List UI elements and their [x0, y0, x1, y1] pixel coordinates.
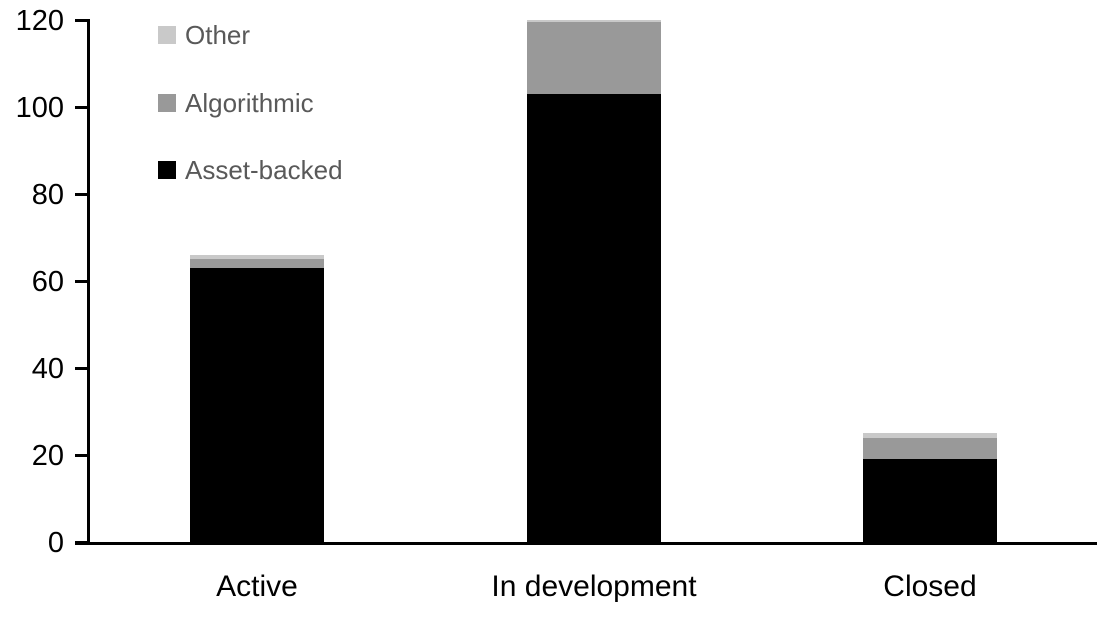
legend-swatch-algorithmic — [158, 94, 176, 112]
legend-swatch-other — [158, 26, 176, 44]
bar-stack-in-development — [527, 20, 661, 542]
bar-segment-asset-backed — [527, 93, 661, 542]
y-tick-mark — [75, 541, 89, 544]
bar-segment-other — [190, 254, 324, 260]
bar-segment-asset-backed — [190, 267, 324, 542]
legend-item-algorithmic: Algorithmic — [158, 87, 314, 119]
y-tick-label: 100 — [15, 92, 64, 124]
y-tick-mark — [75, 193, 89, 196]
y-tick-mark — [75, 106, 89, 109]
x-category-label-closed: Closed — [883, 570, 977, 603]
legend-label-asset-backed: Asset-backed — [185, 154, 343, 185]
legend-swatch-asset-backed — [158, 161, 176, 179]
y-tick-label: 60 — [31, 266, 64, 298]
legend-item-asset-backed: Asset-backed — [158, 154, 343, 186]
y-tick-mark — [75, 454, 89, 457]
bar-segment-algorithmic — [190, 259, 324, 268]
x-axis-line — [75, 542, 1097, 545]
bar-segment-asset-backed — [863, 459, 997, 542]
y-tick-label: 0 — [47, 527, 64, 559]
y-tick-mark — [75, 19, 89, 22]
y-tick-mark — [75, 367, 89, 370]
x-category-label-active: Active — [216, 570, 298, 603]
bar-stack-active — [190, 254, 324, 542]
y-tick-mark — [75, 280, 89, 283]
y-tick-label: 20 — [31, 440, 64, 472]
y-tick-label: 80 — [31, 179, 64, 211]
y-tick-label: 40 — [31, 353, 64, 385]
y-tick-label: 120 — [15, 5, 64, 37]
legend-label-other: Other — [185, 19, 251, 50]
bar-segment-other — [863, 433, 997, 438]
legend-label-algorithmic: Algorithmic — [185, 87, 314, 118]
x-category-label-in-development: In development — [491, 570, 697, 603]
bar-segment-algorithmic — [863, 437, 997, 460]
bar-stack-closed — [863, 433, 997, 542]
legend-item-other: Other — [158, 19, 250, 51]
bar-segment-algorithmic — [527, 20, 661, 94]
